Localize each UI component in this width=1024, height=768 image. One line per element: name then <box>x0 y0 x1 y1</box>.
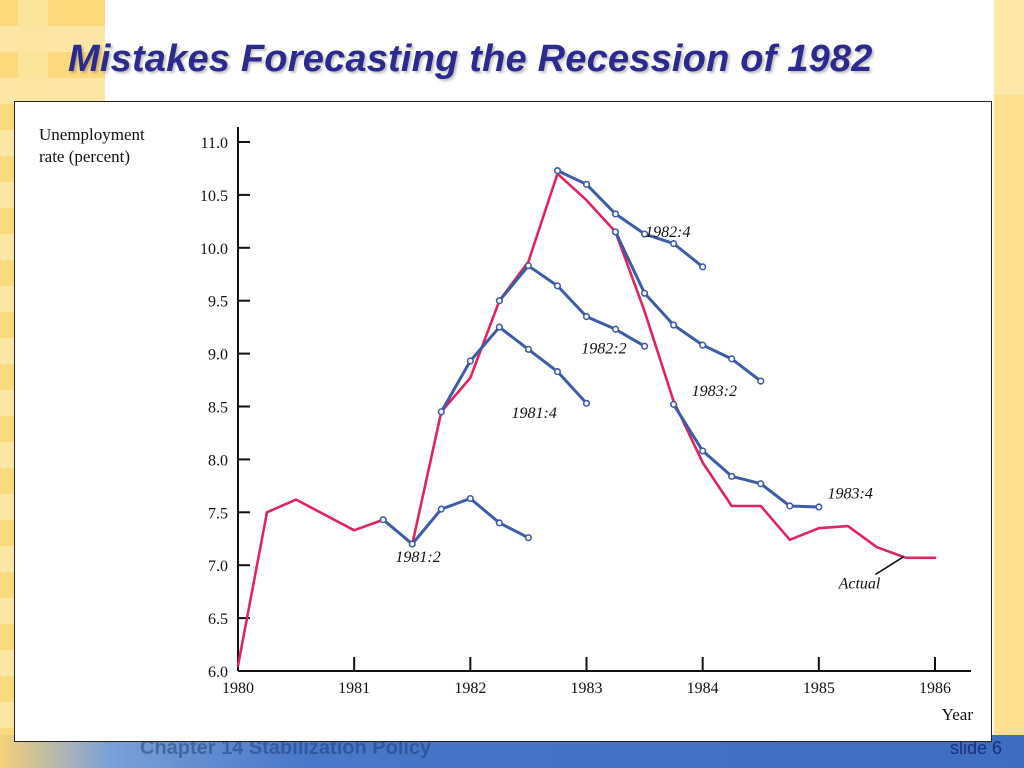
y-tick-label: 9.0 <box>208 347 228 364</box>
y-tick-label: 7.0 <box>208 558 228 575</box>
forecast-point <box>728 472 736 480</box>
actual-series-line <box>236 172 937 668</box>
forecast-point <box>815 503 823 511</box>
forecast-point <box>582 399 591 407</box>
x-axis-title: Year <box>942 705 974 724</box>
forecast-point <box>640 230 649 238</box>
y-tick-label: 8.5 <box>208 400 228 417</box>
y-tick-label: 7.5 <box>208 505 228 522</box>
forecast-point <box>611 228 620 236</box>
forecast-point <box>524 345 533 353</box>
forecast-point <box>757 377 765 385</box>
chart-labels-layer: Actual 1981:2 1981:4 1982:2 1982:4 1983:2 1983… <box>395 224 905 592</box>
forecast-point <box>437 505 445 513</box>
y-tick-label: 6.0 <box>208 664 228 681</box>
forecast-point <box>670 239 678 248</box>
forecast-point <box>437 408 445 416</box>
forecast-series-line <box>614 230 763 383</box>
x-tick-label: 1980 <box>222 680 254 697</box>
forecast-point <box>640 289 649 297</box>
forecast-point <box>553 367 562 376</box>
forecast-point <box>524 534 533 542</box>
footer-text: Chapter 14 Stabilization Policy <box>140 737 432 759</box>
forecast-point <box>611 325 620 333</box>
unemployment-chart: 6.0 6.5 7.0 7.5 8.0 8.5 9.0 9.5 10.0 10.5 11.0 1980… <box>39 125 973 724</box>
forecast-point <box>699 447 707 455</box>
top-right-decor-band <box>994 0 1024 95</box>
chart-frame: 6.0 6.5 7.0 7.5 8.0 8.5 9.0 9.5 10.0 10.5 11.0 1980… <box>14 101 992 742</box>
actual-series-label: Actual <box>838 575 881 592</box>
y-tick-label: 11.0 <box>201 135 228 152</box>
forecast-point <box>495 519 503 527</box>
y-tick-label: 10.5 <box>200 188 228 205</box>
forecast-series-line <box>497 264 647 348</box>
forecast-point <box>582 312 591 321</box>
forecast-point <box>757 480 765 488</box>
y-axis-title-line2: rate (percent) <box>39 147 130 166</box>
x-tick-label: 1983 <box>571 680 603 697</box>
slide-title: Mistakes Forecasting the Recession of 19… <box>68 38 873 80</box>
forecast-series-line <box>439 325 588 414</box>
forecast-point <box>553 166 562 175</box>
forecast-point <box>495 297 503 305</box>
y-tick-label: 8.0 <box>208 452 228 469</box>
forecast-point <box>699 263 707 271</box>
forecast-series-label: 1981:4 <box>512 405 557 422</box>
forecast-series-label: 1983:4 <box>828 486 873 503</box>
forecast-point <box>582 180 591 188</box>
slide-number: slide 6 <box>949 738 1002 758</box>
chart-axes: 6.0 6.5 7.0 7.5 8.0 8.5 9.0 9.5 10.0 10.5 11.0 1980… <box>39 125 973 724</box>
forecast-point <box>699 341 707 349</box>
x-tick-label: 1982 <box>454 680 486 697</box>
x-tick-label: 1986 <box>919 680 951 697</box>
forecast-series-label: 1981:2 <box>395 549 440 566</box>
y-tick-label: 9.5 <box>208 294 228 311</box>
y-tick-label: 10.0 <box>200 241 228 258</box>
forecast-point <box>640 342 649 350</box>
forecast-point <box>466 357 474 365</box>
forecast-point <box>408 540 416 548</box>
forecast-point <box>611 210 620 218</box>
forecast-point <box>495 323 503 331</box>
forecast-series-line <box>381 497 530 546</box>
x-tick-label: 1985 <box>803 680 835 697</box>
x-tick-label: 1984 <box>687 680 719 697</box>
forecast-series-line <box>556 169 705 269</box>
forecast-series-label: 1982:2 <box>581 341 626 358</box>
forecast-point <box>524 262 533 270</box>
forecast-point <box>670 321 678 329</box>
forecast-series-line <box>672 402 821 509</box>
x-tick-label: 1981 <box>338 680 370 697</box>
actual-label-leader <box>875 556 905 576</box>
y-axis-title-line1: Unemployment <box>39 125 145 144</box>
forecast-point <box>670 400 678 408</box>
forecast-point <box>466 494 474 503</box>
forecast-point <box>553 282 562 290</box>
forecast-point <box>728 355 736 363</box>
forecast-series-label: 1982:4 <box>645 224 690 241</box>
chart-series-layer <box>236 166 937 668</box>
right-decor-band <box>994 95 1024 735</box>
y-tick-label: 6.5 <box>208 611 228 628</box>
forecast-point <box>379 516 387 524</box>
forecast-series-label: 1983:2 <box>692 383 737 400</box>
forecast-point <box>786 502 794 510</box>
